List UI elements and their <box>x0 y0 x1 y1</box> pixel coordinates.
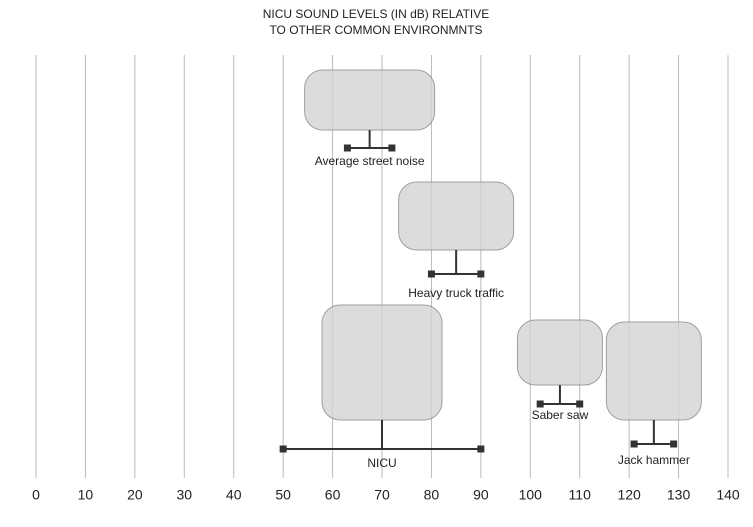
x-tick-label: 90 <box>473 487 489 503</box>
x-tick-label: 30 <box>176 487 192 503</box>
x-tick-label: 50 <box>275 487 291 503</box>
range-end <box>427 270 435 278</box>
range-end <box>630 440 638 448</box>
chart-title: NICU SOUND LEVELS (IN dB) RELATIVE <box>263 7 490 21</box>
range-end <box>477 270 485 278</box>
x-tick-label: 120 <box>617 487 641 503</box>
illustration <box>605 321 702 421</box>
x-tick-label: 60 <box>325 487 341 503</box>
x-tick-label: 40 <box>226 487 242 503</box>
x-tick-label: 20 <box>127 487 143 503</box>
chart-title: TO OTHER COMMON ENVIRONMNTS <box>269 23 482 37</box>
illustration <box>321 304 443 421</box>
range-label: Average street noise <box>315 154 425 168</box>
range-label: NICU <box>367 456 396 470</box>
range-end <box>343 144 351 152</box>
x-tick-label: 100 <box>519 487 543 503</box>
x-tick-label: 130 <box>667 487 691 503</box>
x-tick-label: 80 <box>424 487 440 503</box>
x-tick-label: 10 <box>78 487 94 503</box>
range-end <box>670 440 678 448</box>
x-tick-label: 140 <box>716 487 740 503</box>
range-end <box>576 400 584 408</box>
range-end <box>536 400 544 408</box>
range-label: Heavy truck traffic <box>408 286 504 300</box>
x-tick-label: 110 <box>569 487 592 503</box>
range-end <box>477 445 485 453</box>
range-label: Jack hammer <box>618 453 690 467</box>
range-end <box>388 144 396 152</box>
range-end <box>279 445 287 453</box>
illustration <box>304 69 436 131</box>
illustration <box>516 319 603 386</box>
range-label: Saber saw <box>532 408 589 422</box>
x-tick-label: 0 <box>32 487 40 503</box>
x-tick-label: 70 <box>374 487 390 503</box>
illustration <box>398 181 515 251</box>
